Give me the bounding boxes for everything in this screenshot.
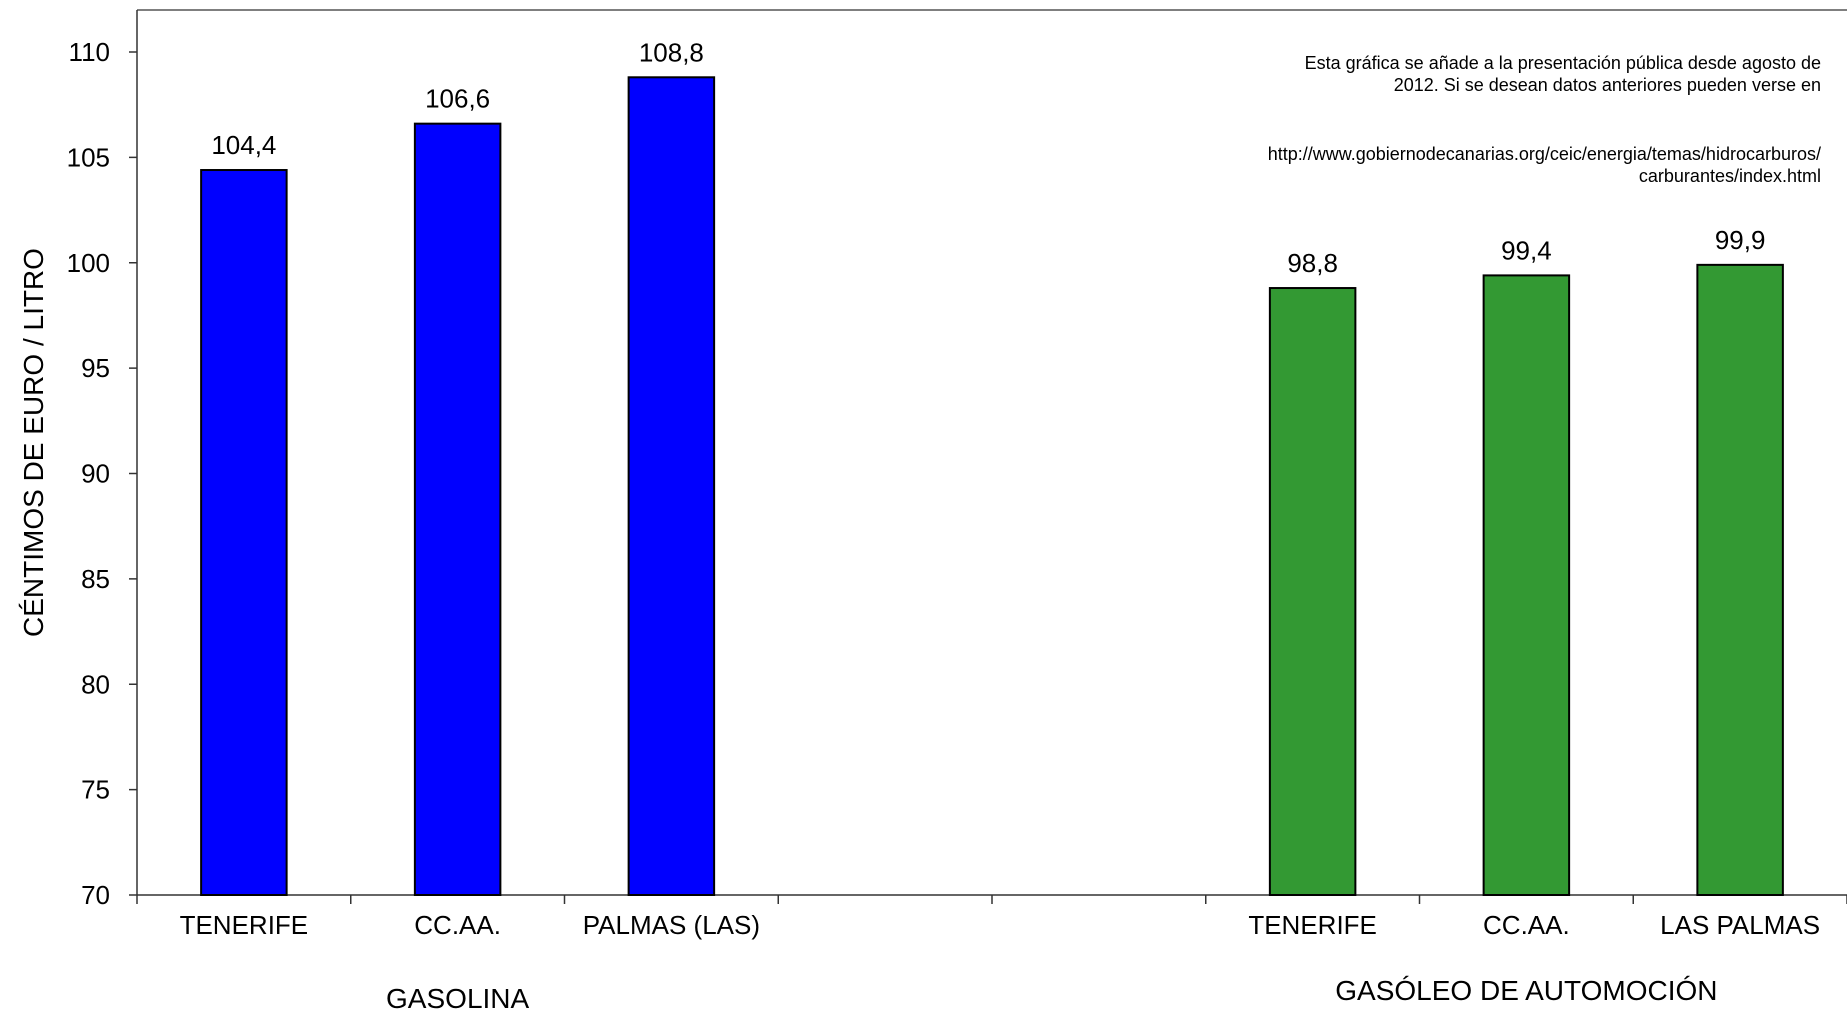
y-axis-title: CÉNTIMOS DE EURO / LITRO	[18, 248, 49, 637]
y-tick-label: 90	[81, 459, 110, 489]
data-label: 108,8	[639, 37, 704, 67]
x-tick-label: CC.AA.	[414, 910, 501, 940]
bar	[200, 169, 288, 896]
x-tick-label: TENERIFE	[1248, 910, 1377, 940]
y-tick-label: 75	[81, 775, 110, 805]
x-tick-label: PALMAS (LAS)	[583, 910, 760, 940]
bar	[1696, 263, 1784, 897]
x-tick-label: LAS PALMAS	[1660, 910, 1820, 940]
data-label: 106,6	[425, 84, 490, 114]
bar	[1482, 274, 1571, 896]
group-label: GASÓLEO DE AUTOMOCIÓN	[1335, 975, 1717, 1006]
y-tick-label: 105	[67, 142, 110, 172]
x-tick-label: TENERIFE	[180, 910, 309, 940]
y-tick-label: 70	[81, 880, 110, 910]
y-tick-label: 95	[81, 353, 110, 383]
group-label: GASOLINA	[386, 983, 529, 1012]
bar	[1268, 287, 1357, 897]
data-label: 99,4	[1501, 235, 1552, 265]
bar	[413, 122, 502, 896]
chart-annotation-url: http://www.gobiernodecanarias.org/ceic/e…	[1267, 144, 1821, 186]
y-tick-label: 80	[81, 669, 110, 699]
data-label: 104,4	[211, 130, 276, 160]
data-label: 98,8	[1287, 248, 1338, 278]
data-label: 99,9	[1715, 225, 1766, 255]
x-tick-label: CC.AA.	[1483, 910, 1570, 940]
y-tick-label: 85	[81, 564, 110, 594]
y-tick-label: 100	[67, 248, 110, 278]
y-tick-label: 110	[69, 37, 110, 67]
bar	[627, 76, 716, 897]
chart-annotation: Esta gráfica se añade a la presentación …	[1304, 53, 1821, 95]
